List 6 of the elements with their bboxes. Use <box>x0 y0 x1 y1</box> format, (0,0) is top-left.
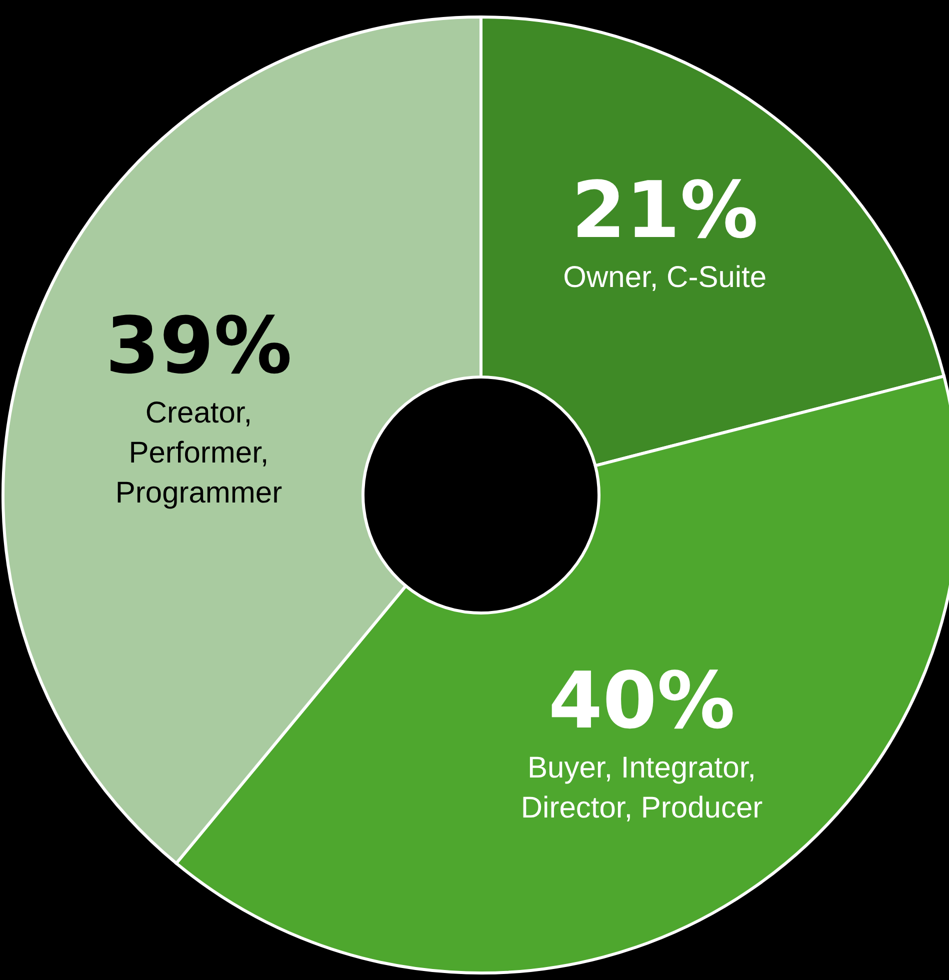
data-label: 40% <box>548 656 736 746</box>
data-label: 39% <box>105 301 292 392</box>
data-label: 21% <box>572 166 758 256</box>
slice-label: Buyer, Integrator, Director, Producer <box>520 751 763 824</box>
slice-label: Owner, C-Suite <box>563 260 767 294</box>
slice-label: Creator, Performer, Programmer <box>115 396 282 510</box>
